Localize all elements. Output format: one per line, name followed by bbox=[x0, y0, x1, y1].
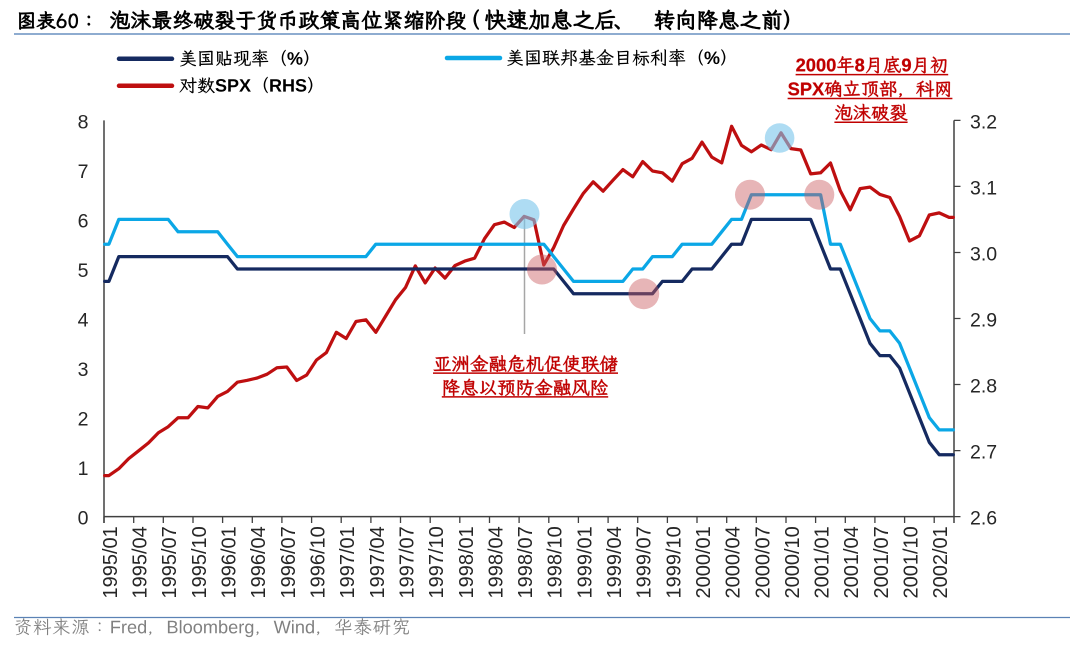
svg-text:7: 7 bbox=[78, 161, 89, 183]
svg-text:1995/01: 1995/01 bbox=[100, 526, 122, 598]
svg-text:2.6: 2.6 bbox=[970, 508, 997, 530]
svg-text:3.2: 3.2 bbox=[970, 111, 997, 133]
svg-text:2000/07: 2000/07 bbox=[752, 526, 774, 598]
svg-text:2001/07: 2001/07 bbox=[871, 526, 893, 598]
svg-text:0: 0 bbox=[78, 508, 89, 530]
svg-text:2.9: 2.9 bbox=[970, 310, 997, 332]
svg-text:2000/10: 2000/10 bbox=[782, 526, 804, 598]
svg-text:1995/04: 1995/04 bbox=[130, 526, 152, 598]
svg-text:2000/04: 2000/04 bbox=[723, 526, 745, 598]
svg-text:3: 3 bbox=[78, 359, 89, 381]
svg-text:3.1: 3.1 bbox=[970, 177, 997, 199]
svg-text:1998/04: 1998/04 bbox=[485, 526, 507, 598]
svg-text:2.7: 2.7 bbox=[970, 442, 997, 464]
svg-text:2001/01: 2001/01 bbox=[812, 526, 834, 598]
svg-text:5: 5 bbox=[78, 260, 89, 282]
svg-text:2: 2 bbox=[78, 409, 89, 431]
svg-text:2000/01: 2000/01 bbox=[693, 526, 715, 598]
svg-text:1996/01: 1996/01 bbox=[219, 526, 241, 598]
svg-text:1995/07: 1995/07 bbox=[159, 526, 181, 598]
svg-text:1999/04: 1999/04 bbox=[604, 526, 626, 598]
svg-text:8: 8 bbox=[78, 111, 89, 133]
svg-text:3.0: 3.0 bbox=[970, 244, 997, 266]
svg-text:1997/07: 1997/07 bbox=[397, 526, 419, 598]
svg-text:1: 1 bbox=[78, 458, 89, 480]
svg-text:1999/10: 1999/10 bbox=[663, 526, 685, 598]
svg-text:2001/10: 2001/10 bbox=[901, 526, 923, 598]
svg-text:6: 6 bbox=[78, 210, 89, 232]
svg-text:1997/10: 1997/10 bbox=[426, 526, 448, 598]
svg-text:1997/04: 1997/04 bbox=[367, 526, 389, 598]
svg-text:2.8: 2.8 bbox=[970, 376, 997, 398]
svg-text:1995/10: 1995/10 bbox=[189, 526, 211, 598]
svg-text:1997/01: 1997/01 bbox=[337, 526, 359, 598]
svg-text:4: 4 bbox=[78, 310, 89, 332]
svg-text:2002/01: 2002/01 bbox=[930, 526, 952, 598]
svg-text:1998/07: 1998/07 bbox=[515, 526, 537, 598]
svg-text:1996/10: 1996/10 bbox=[308, 526, 330, 598]
svg-text:1998/01: 1998/01 bbox=[456, 526, 478, 598]
svg-text:1999/07: 1999/07 bbox=[634, 526, 656, 598]
svg-text:2001/04: 2001/04 bbox=[841, 526, 863, 598]
svg-text:1996/07: 1996/07 bbox=[278, 526, 300, 598]
svg-text:1999/01: 1999/01 bbox=[574, 526, 596, 598]
svg-text:1996/04: 1996/04 bbox=[248, 526, 270, 598]
svg-text:1998/10: 1998/10 bbox=[545, 526, 567, 598]
